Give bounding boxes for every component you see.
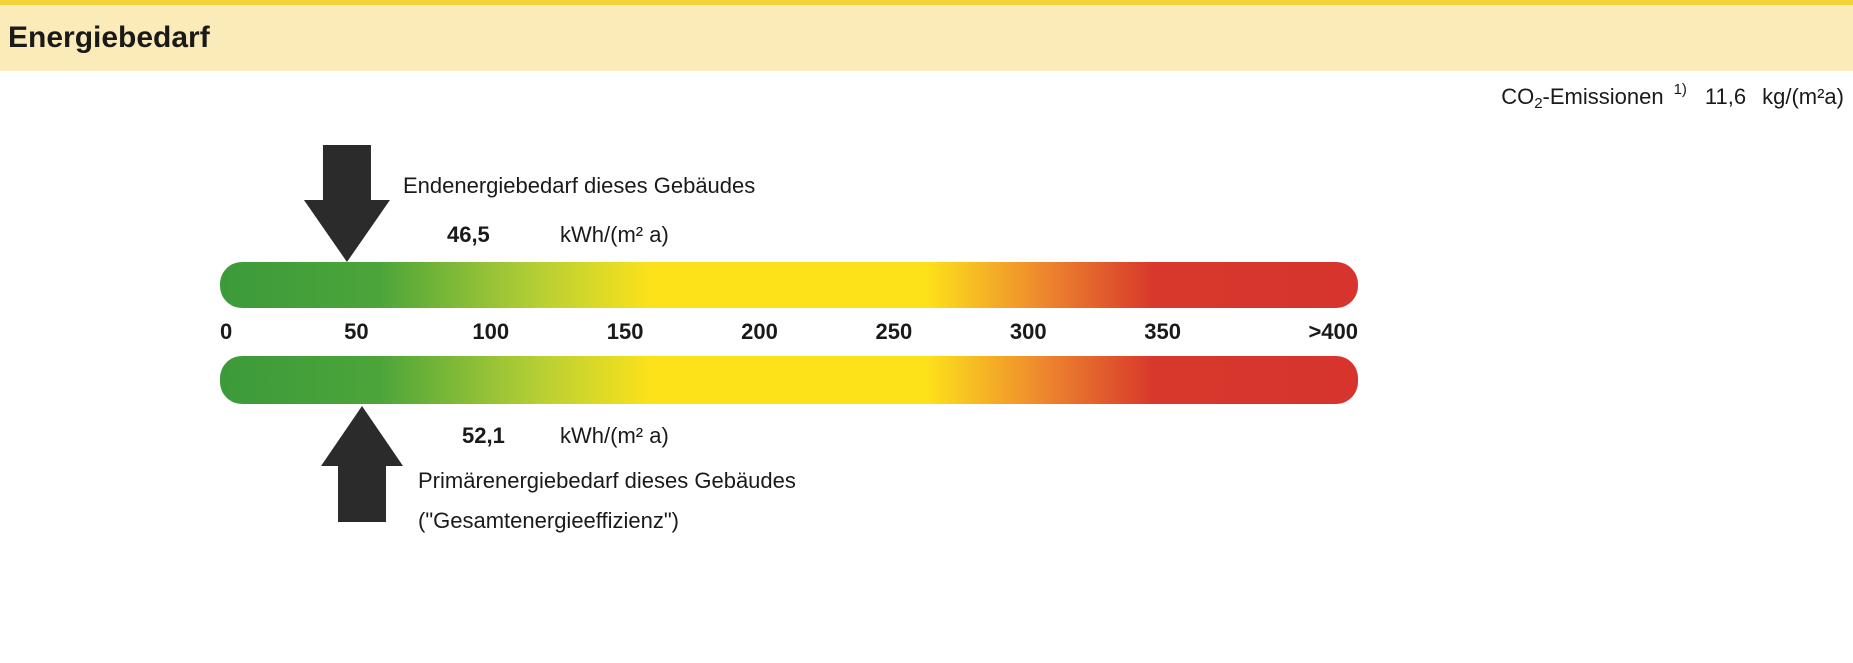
x-tick-label: >400 (1308, 319, 1358, 344)
x-tick-label: 0 (220, 319, 232, 344)
co2-label: CO (1501, 84, 1534, 109)
co2: CO2-Emissionen 1) 11,6 kg/(m²a) (1501, 81, 1844, 112)
title: Energiebedarf (8, 21, 211, 54)
x-tick-label: 50 (344, 319, 368, 344)
series-name: Endenergiebedarf dieses Gebäudes (403, 173, 755, 198)
value-label: 52,1 (462, 423, 505, 448)
x-tick-label: 300 (1010, 319, 1047, 344)
scale-bar-bottom (220, 356, 1358, 404)
series-name-line2: ("Gesamtenergieeffizienz") (418, 508, 679, 533)
header-line (0, 0, 1853, 5)
co2-value: 11,6 (1705, 84, 1746, 109)
x-tick-label: 150 (607, 319, 644, 344)
arrow (303, 145, 390, 262)
footnote: 1) (1674, 81, 1687, 98)
co2-label-rest: -Emissionen (1543, 84, 1664, 109)
x-tick-label: 350 (1144, 319, 1181, 344)
co2-unit: kg/(m²a) (1762, 84, 1844, 109)
unit: kWh/(m² a) (560, 423, 669, 448)
co2-sub: 2 (1534, 95, 1542, 112)
series-name: Primärenergiebedarf dieses Gebäudes (418, 468, 796, 493)
x-tick-label: 250 (876, 319, 913, 344)
x-tick-label: 200 (741, 319, 778, 344)
arrow (321, 406, 404, 522)
value-label: 46,5 (447, 222, 490, 247)
header (0, 5, 1853, 71)
scale-bar-top (220, 262, 1358, 308)
unit: kWh/(m² a) (560, 222, 669, 247)
x-tick-label: 100 (472, 319, 509, 344)
